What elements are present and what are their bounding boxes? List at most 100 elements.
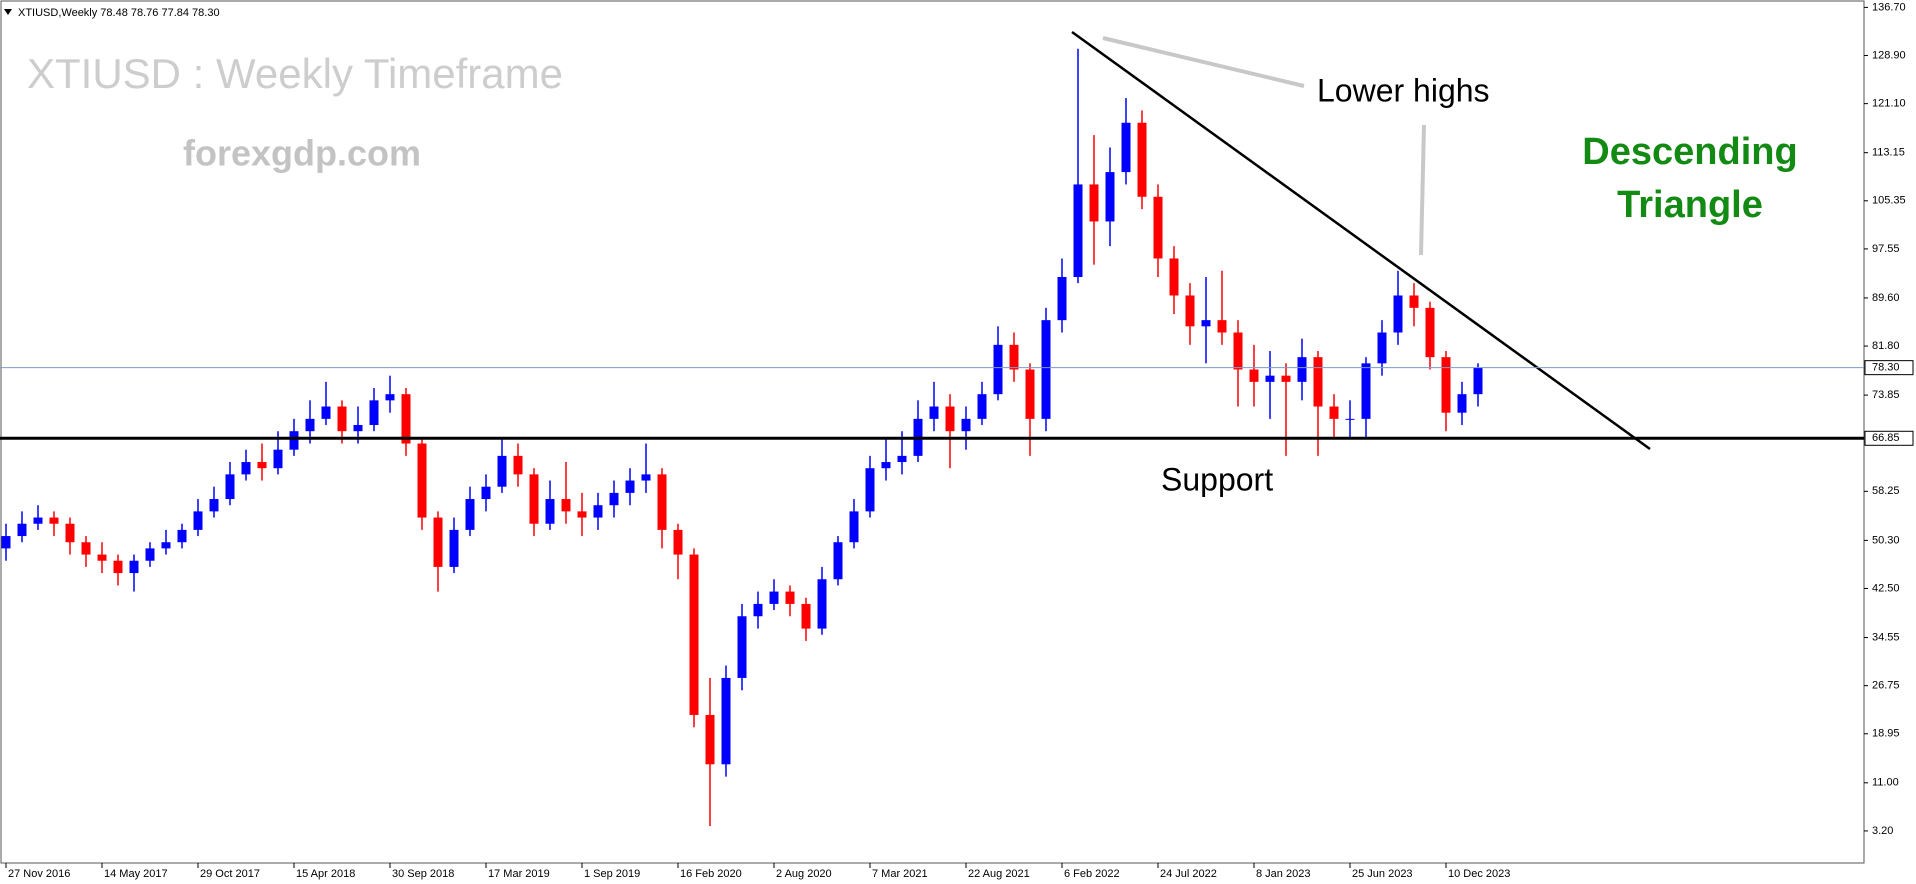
candle-body bbox=[561, 499, 571, 512]
candle-body bbox=[785, 591, 795, 604]
candle-body bbox=[609, 492, 619, 506]
candle-body bbox=[449, 529, 459, 567]
candle-body bbox=[257, 462, 267, 469]
y-tick-label: 105.35 bbox=[1872, 195, 1906, 207]
candle-body bbox=[193, 511, 203, 530]
candle-body bbox=[33, 517, 43, 524]
candle-body bbox=[1425, 307, 1435, 358]
candle-body bbox=[833, 542, 843, 580]
y-tick-label: 34.55 bbox=[1872, 631, 1900, 643]
candle-body bbox=[961, 418, 971, 432]
x-tick-label: 6 Feb 2022 bbox=[1064, 868, 1120, 880]
candle-body bbox=[1009, 344, 1019, 370]
x-tick-label: 1 Sep 2019 bbox=[584, 868, 640, 880]
y-tick-label: 81.80 bbox=[1872, 340, 1900, 352]
candle-body bbox=[1329, 406, 1339, 419]
support-label: 66.85 bbox=[1872, 432, 1900, 444]
x-tick-label: 27 Nov 2016 bbox=[8, 868, 70, 880]
candle-body bbox=[81, 542, 91, 555]
annotation: Support bbox=[1161, 461, 1273, 497]
candle-body bbox=[497, 455, 507, 487]
candle-body bbox=[481, 486, 491, 500]
y-tick-label: 89.60 bbox=[1872, 292, 1900, 304]
y-tick-label: 97.55 bbox=[1872, 243, 1900, 255]
current_price-label-box bbox=[1864, 360, 1914, 376]
candle-body bbox=[977, 394, 987, 419]
y-tick-label: 26.75 bbox=[1872, 680, 1900, 692]
candle-body bbox=[929, 406, 939, 419]
watermark: forexgdp.com bbox=[183, 133, 421, 174]
candle-body bbox=[1377, 332, 1387, 364]
candle-body bbox=[1393, 295, 1403, 333]
menu-triangle[interactable] bbox=[4, 9, 12, 15]
x-tick-label: 30 Sep 2018 bbox=[392, 868, 454, 880]
candle-body bbox=[1105, 172, 1115, 222]
candle-body bbox=[433, 517, 443, 567]
pattern-label: Triangle bbox=[1617, 184, 1763, 226]
candle-body bbox=[353, 425, 363, 432]
candle-body bbox=[993, 344, 1003, 395]
candle-body bbox=[161, 542, 171, 549]
candle-body bbox=[1441, 357, 1451, 413]
plot-frame bbox=[0, 0, 1865, 864]
candle-body bbox=[1153, 196, 1163, 259]
candle-body bbox=[577, 511, 587, 518]
candle-body bbox=[241, 462, 251, 475]
candle-body bbox=[849, 511, 859, 543]
candle-body bbox=[753, 603, 763, 617]
candle-body bbox=[225, 474, 235, 500]
candle-body bbox=[337, 406, 347, 432]
candle-body bbox=[1345, 418, 1355, 420]
candle-body bbox=[1313, 357, 1323, 407]
x-tick-label: 24 Jul 2022 bbox=[1160, 868, 1217, 880]
candle-body bbox=[545, 499, 555, 524]
y-tick-label: 3.20 bbox=[1872, 825, 1893, 837]
candle-body bbox=[1233, 332, 1243, 370]
y-tick-label: 73.85 bbox=[1872, 389, 1900, 401]
candle-body bbox=[1121, 122, 1131, 173]
x-tick-label: 17 Mar 2019 bbox=[488, 868, 550, 880]
candle-body bbox=[1057, 276, 1067, 321]
candle-body bbox=[897, 455, 907, 463]
candle-body bbox=[1185, 295, 1195, 327]
candle-body bbox=[705, 714, 715, 765]
candle-body bbox=[1137, 122, 1147, 197]
candle-body bbox=[657, 474, 667, 530]
x-tick-label: 15 Apr 2018 bbox=[296, 868, 355, 880]
candle-body bbox=[1265, 375, 1275, 382]
candle-body bbox=[1297, 357, 1307, 382]
candle-body bbox=[1281, 375, 1291, 382]
candle-body bbox=[721, 677, 731, 765]
x-tick-label: 29 Oct 2017 bbox=[200, 868, 260, 880]
candle-body bbox=[1041, 320, 1051, 419]
candle-body bbox=[209, 499, 219, 512]
candle-body bbox=[65, 523, 75, 543]
candle-body bbox=[385, 394, 395, 401]
candle-body bbox=[465, 499, 475, 530]
chart-title: XTIUSD : Weekly Timeframe bbox=[27, 50, 563, 97]
x-tick-label: 8 Jan 2023 bbox=[1256, 868, 1310, 880]
trend-line bbox=[1071, 30, 1651, 451]
y-tick-label: 50.30 bbox=[1872, 534, 1900, 546]
y-tick-label: 11.00 bbox=[1872, 777, 1899, 789]
candle-body bbox=[1217, 320, 1227, 333]
current_price-label: 78.30 bbox=[1872, 362, 1900, 374]
y-tick-label: 58.25 bbox=[1872, 485, 1900, 497]
candle-body bbox=[673, 529, 683, 555]
symbol-info: XTIUSD,Weekly 78.48 78.76 77.84 78.30 bbox=[18, 7, 220, 19]
candle-body bbox=[417, 443, 427, 518]
support-label-box bbox=[1864, 430, 1914, 446]
candle-body bbox=[769, 591, 779, 604]
candle-body bbox=[369, 400, 379, 426]
candle-body bbox=[177, 529, 187, 543]
candle-body bbox=[273, 449, 283, 469]
candle-body bbox=[1473, 367, 1483, 395]
candle-body bbox=[145, 548, 155, 561]
candle-body bbox=[641, 474, 651, 481]
candle-body bbox=[945, 406, 955, 432]
candle-body bbox=[97, 554, 107, 561]
y-tick-label: 136.70 bbox=[1872, 1, 1906, 13]
x-tick-label: 22 Aug 2021 bbox=[968, 868, 1030, 880]
